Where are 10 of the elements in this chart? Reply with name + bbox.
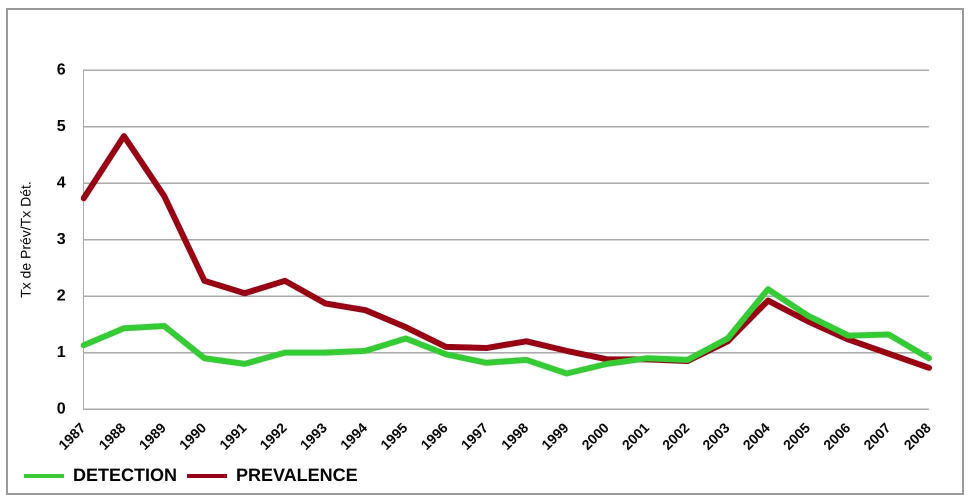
legend-label: PREVALENCE [236, 464, 358, 485]
y-tick-label: 6 [56, 61, 66, 78]
y-axis-title: Tx de Prév/Tx Dét. [17, 181, 34, 298]
y-tick-label: 4 [56, 174, 66, 192]
y-tick-label: 2 [56, 287, 66, 304]
y-tick-label: 0 [56, 400, 66, 418]
legend-label: DETECTION [73, 464, 178, 485]
y-tick-label: 5 [56, 118, 66, 135]
y-tick-label: 1 [56, 344, 66, 361]
y-tick-label: 3 [56, 230, 66, 248]
